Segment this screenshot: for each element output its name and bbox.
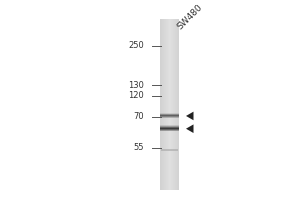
- Text: 120: 120: [128, 91, 144, 100]
- Bar: [160, 116, 178, 117]
- Text: 130: 130: [128, 81, 144, 90]
- Bar: [173, 19, 174, 190]
- Bar: [164, 19, 165, 190]
- Bar: [160, 115, 178, 116]
- Polygon shape: [186, 112, 194, 120]
- Bar: [160, 127, 178, 128]
- Bar: [171, 19, 172, 190]
- Bar: [161, 19, 162, 190]
- Bar: [160, 117, 178, 118]
- Text: 55: 55: [134, 143, 144, 152]
- Text: 250: 250: [128, 41, 144, 50]
- Bar: [163, 19, 164, 190]
- Bar: [177, 19, 178, 190]
- Bar: [160, 128, 178, 129]
- Bar: [178, 19, 179, 190]
- Bar: [168, 19, 169, 190]
- Bar: [169, 19, 170, 190]
- Bar: [160, 113, 178, 114]
- Bar: [176, 19, 177, 190]
- Polygon shape: [186, 124, 194, 133]
- Text: SW480: SW480: [176, 3, 204, 32]
- Bar: [170, 19, 171, 190]
- Bar: [166, 19, 167, 190]
- Bar: [160, 114, 178, 115]
- Text: 70: 70: [134, 112, 144, 121]
- Bar: [160, 126, 178, 127]
- Bar: [160, 125, 178, 126]
- Bar: [162, 19, 163, 190]
- Bar: [165, 19, 166, 190]
- Bar: [160, 19, 161, 190]
- Bar: [160, 129, 178, 130]
- Bar: [167, 19, 168, 190]
- Bar: [172, 19, 173, 190]
- Bar: [174, 19, 175, 190]
- Bar: [175, 19, 176, 190]
- Bar: [160, 130, 178, 131]
